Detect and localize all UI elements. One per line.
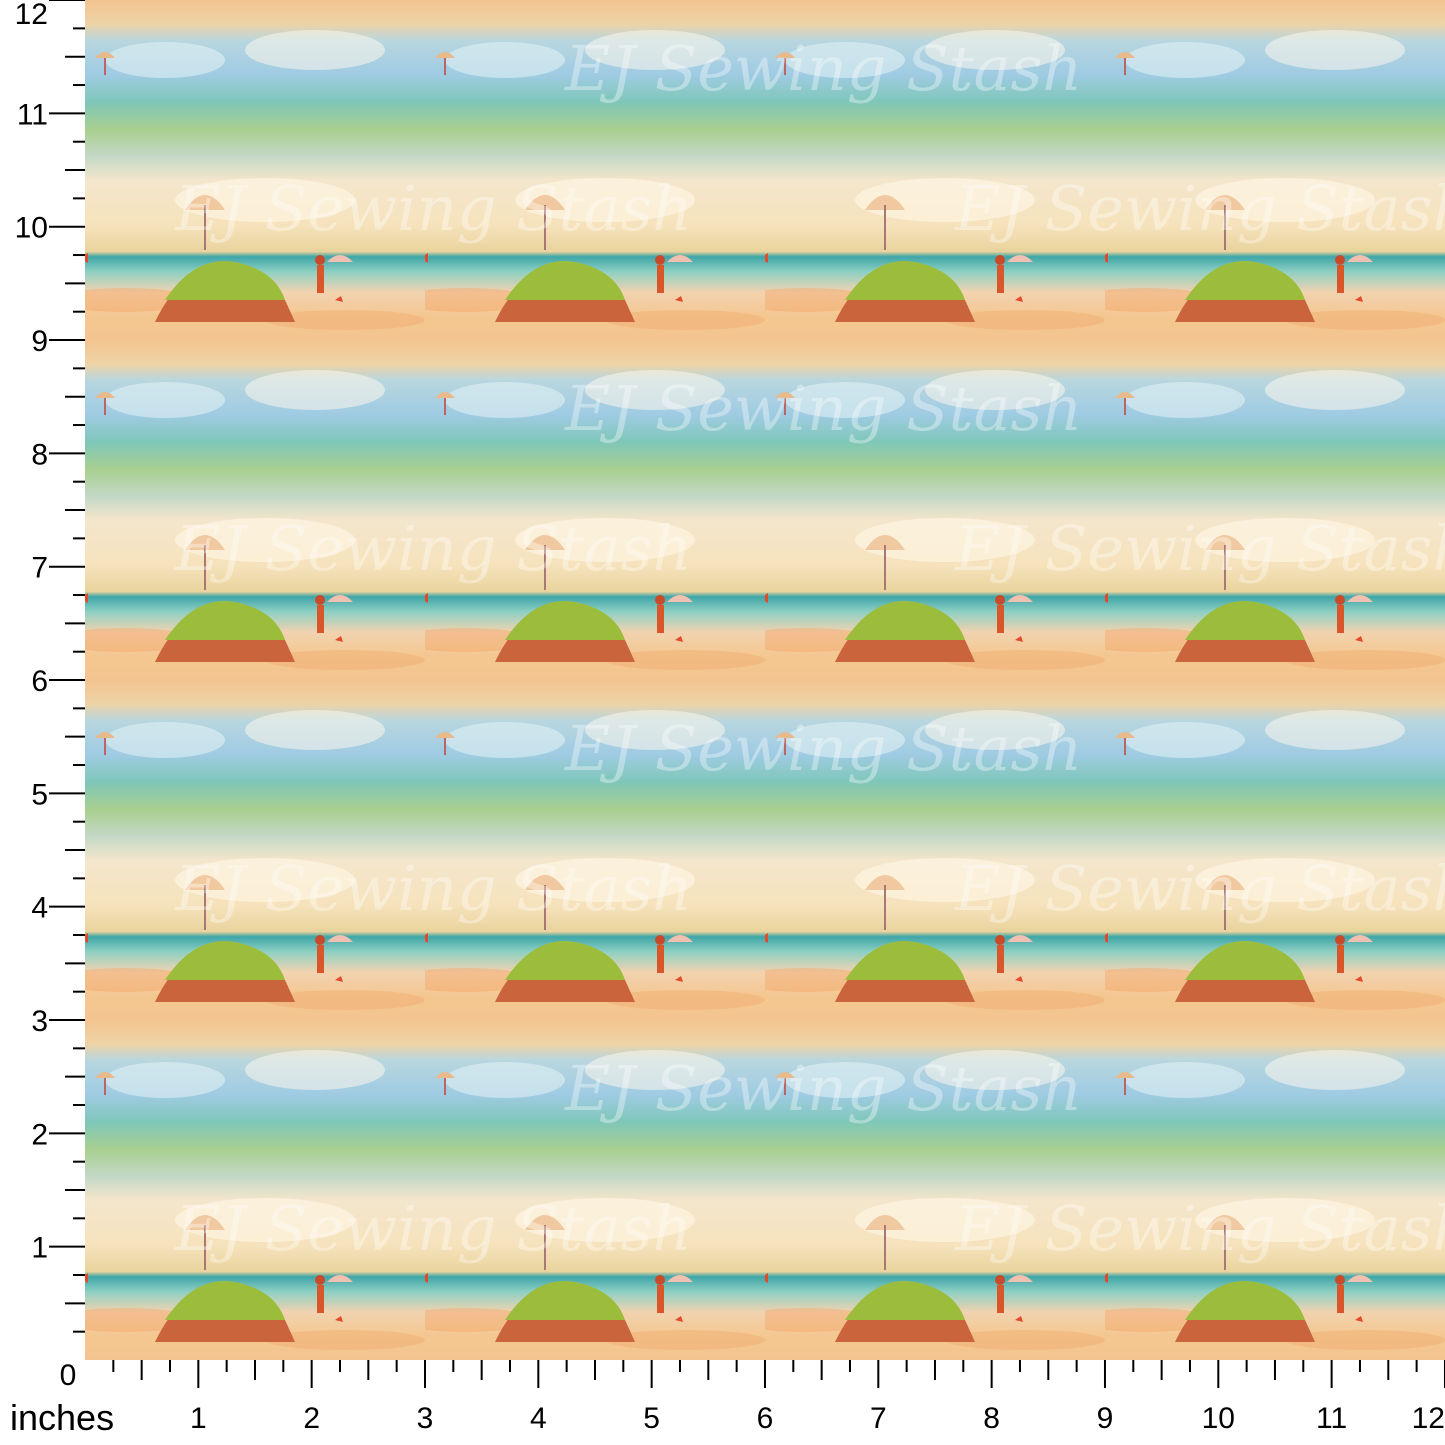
x-axis-label: 4 [530,1402,547,1435]
fabric-pattern [85,0,1445,1360]
watermark-text: EJ Sewing Stash [954,172,1445,245]
watermark-text: EJ Sewing Stash [174,1192,692,1265]
watermark-text: EJ Sewing Stash [174,512,692,585]
y-axis-label: 2 [31,1118,48,1151]
y-axis-label: 4 [31,892,48,925]
watermark-text: EJ Sewing Stash [564,712,1082,785]
watermark-text: EJ Sewing Stash [564,1052,1082,1125]
ruler-ticks [49,0,1445,1388]
x-axis-label: 5 [643,1402,660,1435]
x-axis-label: 2 [303,1402,320,1435]
x-axis-label: 1 [190,1402,207,1435]
x-axis-label: 3 [417,1402,434,1435]
y-axis-label: 8 [31,438,48,471]
y-axis-label: 3 [31,1005,48,1038]
y-axis-label: 1 [31,1232,48,1265]
x-axis-label: 12 [1412,1402,1445,1435]
y-axis-label: 10 [15,212,48,245]
watermark-text: EJ Sewing Stash [954,1192,1445,1265]
watermark: EJ Sewing Stash EJ Sewing Stash EJ Sewing … [174,32,1445,1265]
watermark-text: EJ Sewing Stash [564,32,1082,105]
origin-label: 0 [60,1359,77,1392]
watermark-text: EJ Sewing Stash [174,172,692,245]
x-axis-label: 6 [757,1402,774,1435]
y-axis-label: 9 [31,325,48,358]
x-axis-label: 11 [1316,1402,1347,1435]
y-axis-label: 5 [31,778,48,811]
y-axis-label: 7 [31,552,48,585]
x-axis-label: 7 [870,1402,887,1435]
watermark-text: EJ Sewing Stash [174,852,692,925]
unit-label: inches [10,1397,114,1438]
x-axis-label: 9 [1097,1402,1114,1435]
watermark-text: EJ Sewing Stash [954,852,1445,925]
x-axis-label: 10 [1202,1402,1235,1435]
x-axis-label: 8 [983,1402,1000,1435]
y-axis-label: 12 [15,0,48,31]
y-axis-label: 11 [17,98,48,131]
watermark-text: EJ Sewing Stash [954,512,1445,585]
watermark-text: EJ Sewing Stash [564,372,1082,445]
y-axis-label: 6 [31,665,48,698]
